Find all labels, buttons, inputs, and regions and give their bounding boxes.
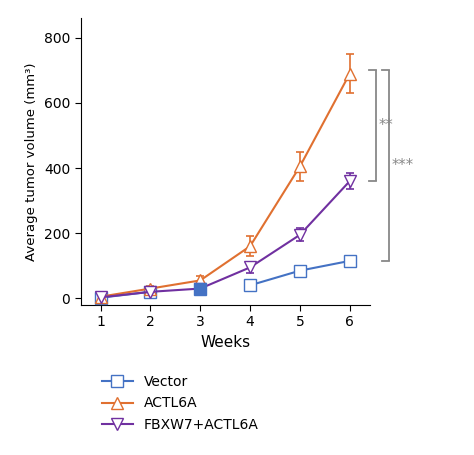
- Y-axis label: Average tumor volume (mm³): Average tumor volume (mm³): [25, 62, 38, 261]
- Legend: Vector, ACTL6A, FBXW7+ACTL6A: Vector, ACTL6A, FBXW7+ACTL6A: [102, 375, 258, 432]
- X-axis label: Weeks: Weeks: [200, 335, 250, 350]
- Text: ***: ***: [392, 158, 414, 173]
- Text: **: **: [379, 118, 393, 133]
